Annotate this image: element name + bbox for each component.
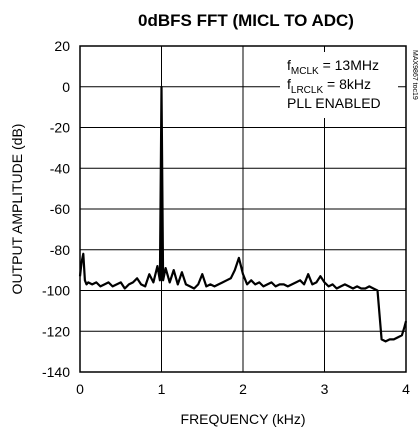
annotation-line: fLRCLK = 8kHz	[287, 76, 371, 96]
y-tick-label: 20	[54, 38, 70, 54]
y-tick-label: -60	[50, 201, 70, 217]
x-tick-label: 1	[158, 381, 166, 397]
annotation-line: PLL ENABLED	[287, 95, 381, 111]
y-tick-label: -100	[42, 283, 70, 299]
x-tick-label: 4	[402, 381, 410, 397]
annotation-backdrop	[280, 52, 398, 118]
y-tick-label: 0	[62, 79, 70, 95]
x-tick-label: 0	[76, 381, 84, 397]
y-tick-label: -20	[50, 120, 70, 136]
figure-id: MAX9867 toc19	[411, 50, 418, 100]
plot-frame	[79, 45, 407, 373]
y-axis-label: OUTPUT AMPLITUDE (dB)	[9, 124, 25, 295]
y-tick-labels: 20 0 -20 -40 -60 -80 -100 -120 -140	[42, 38, 70, 380]
x-axis-label: FREQUENCY (kHz)	[181, 411, 306, 427]
y-tick-label: -40	[50, 160, 70, 176]
y-tick-label: -80	[50, 242, 70, 258]
chart-title: 0dBFS FFT (MICL TO ADC)	[138, 11, 354, 30]
annotation-line: fMCLK = 13MHz	[287, 57, 379, 77]
x-tick-label: 3	[321, 381, 329, 397]
y-tick-label: -140	[42, 364, 70, 380]
fft-spectrum-line	[78, 85, 408, 343]
x-tick-label: 2	[239, 381, 247, 397]
y-tick-label: -120	[42, 323, 70, 339]
x-tick-labels: 0 1 2 3 4	[76, 381, 410, 397]
